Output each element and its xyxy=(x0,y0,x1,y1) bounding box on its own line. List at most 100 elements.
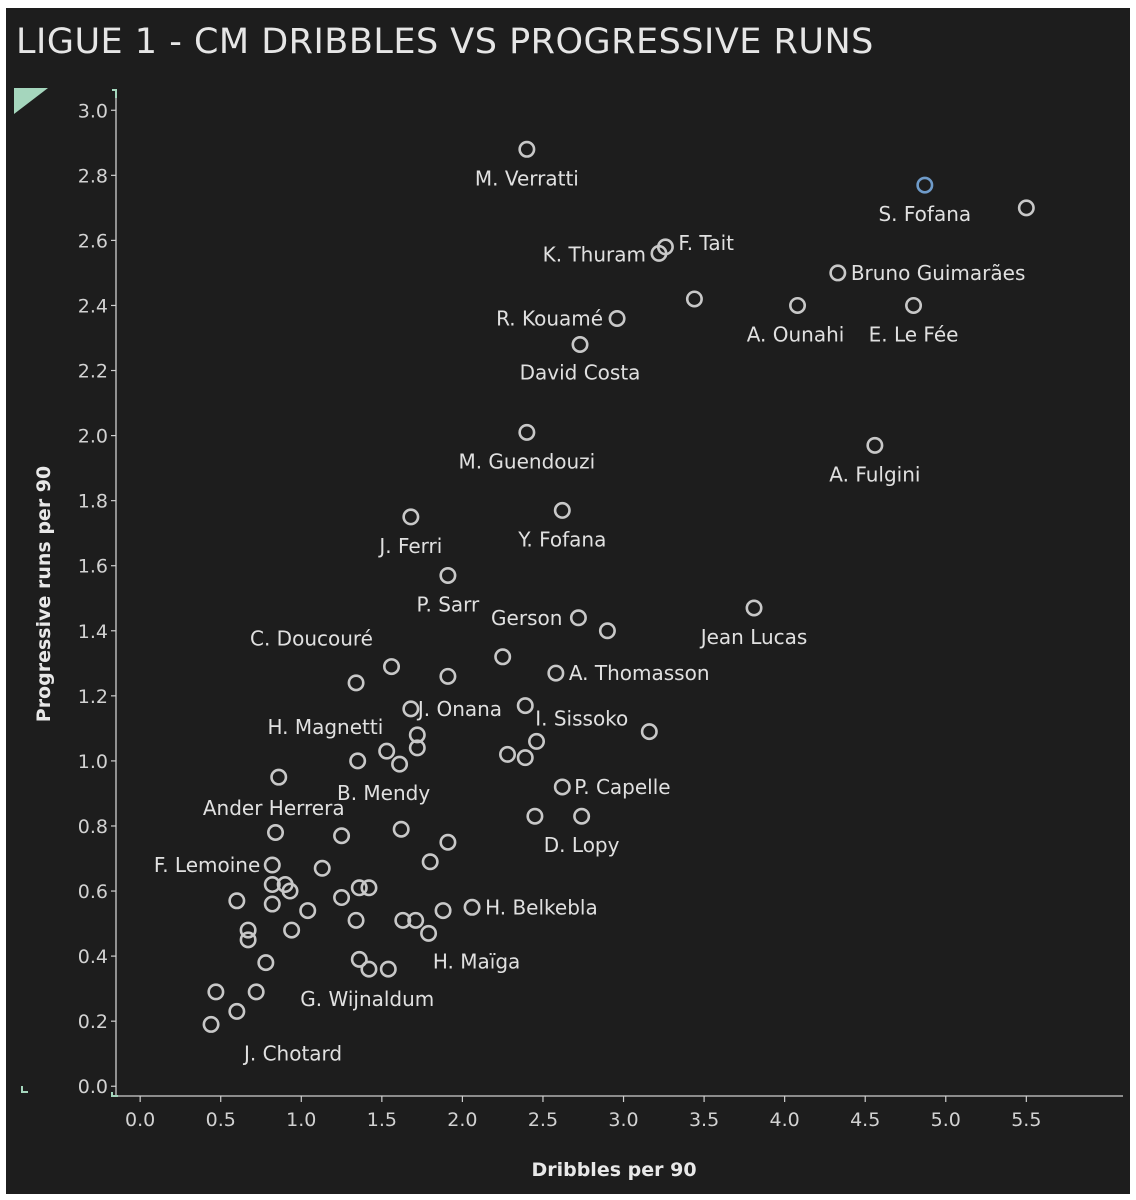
data-point[interactable] xyxy=(267,823,285,841)
data-point[interactable] xyxy=(421,853,439,871)
y-tick-label: 1.6 xyxy=(78,556,108,578)
data-point[interactable] xyxy=(516,749,534,767)
data-point[interactable] xyxy=(349,752,367,770)
y-tick-label: 2.0 xyxy=(78,426,108,448)
data-point[interactable] xyxy=(402,508,420,526)
data-point[interactable] xyxy=(394,911,412,929)
data-point[interactable] xyxy=(598,622,616,640)
data-point[interactable] xyxy=(360,879,378,897)
data-point[interactable] xyxy=(866,436,884,454)
data-point[interactable] xyxy=(905,296,923,314)
data-point[interactable] xyxy=(299,902,317,920)
y-tick-label: 0.0 xyxy=(78,1076,108,1098)
y-tick-label: 1.4 xyxy=(78,621,108,643)
data-point[interactable] xyxy=(434,902,452,920)
data-point[interactable] xyxy=(257,954,275,972)
y-tick-label: 0.2 xyxy=(78,1011,108,1033)
data-point[interactable] xyxy=(379,960,397,978)
point-label: Bruno Guimarães xyxy=(851,261,1026,285)
axis-corner-mark xyxy=(21,1086,28,1093)
point-label: P. Capelle xyxy=(574,775,670,799)
data-point[interactable] xyxy=(347,911,365,929)
data-point[interactable] xyxy=(239,931,257,949)
data-point[interactable] xyxy=(439,833,457,851)
data-point[interactable] xyxy=(1017,199,1035,217)
data-point[interactable] xyxy=(518,423,536,441)
point-label: E. Le Fée xyxy=(869,322,959,346)
point-label: Ander Herrera xyxy=(203,796,345,820)
data-point[interactable] xyxy=(333,827,351,845)
data-point[interactable] xyxy=(202,1015,220,1033)
y-tick-label: 0.4 xyxy=(78,946,108,968)
point-label: P. Sarr xyxy=(417,592,480,616)
data-point[interactable] xyxy=(228,892,246,910)
data-point[interactable] xyxy=(650,244,668,262)
data-point[interactable] xyxy=(553,778,571,796)
data-point[interactable] xyxy=(407,911,425,929)
data-point[interactable] xyxy=(571,335,589,353)
y-tick-label: 0.8 xyxy=(78,816,108,838)
data-point[interactable] xyxy=(391,755,409,773)
data-point[interactable] xyxy=(463,898,481,916)
data-point[interactable] xyxy=(518,140,536,158)
point-label: A. Thomasson xyxy=(569,661,710,685)
data-point[interactable] xyxy=(745,599,763,617)
data-point[interactable] xyxy=(829,264,847,282)
x-axis-title: Dribbles per 90 xyxy=(531,1159,696,1181)
data-point[interactable] xyxy=(239,921,257,939)
data-point[interactable] xyxy=(263,895,281,913)
data-point[interactable] xyxy=(499,745,517,763)
data-point[interactable] xyxy=(263,876,281,894)
data-point[interactable] xyxy=(207,983,225,1001)
data-point[interactable] xyxy=(263,856,281,874)
data-point[interactable] xyxy=(439,566,457,584)
point-label: G. Wijnaldum xyxy=(300,987,434,1011)
data-point[interactable] xyxy=(608,309,626,327)
point-label: S. Fofana xyxy=(878,202,971,226)
data-point[interactable] xyxy=(347,674,365,692)
data-point[interactable] xyxy=(283,921,301,939)
data-point[interactable] xyxy=(494,648,512,666)
data-point[interactable] xyxy=(516,697,534,715)
data-point[interactable] xyxy=(789,296,807,314)
point-label: H. Magnetti xyxy=(267,715,383,739)
data-point[interactable] xyxy=(420,924,438,942)
data-point[interactable] xyxy=(408,739,426,757)
data-point[interactable] xyxy=(916,176,934,194)
data-point[interactable] xyxy=(350,879,368,897)
data-point[interactable] xyxy=(383,658,401,676)
x-tick-label: 1.5 xyxy=(367,1109,397,1131)
data-point[interactable] xyxy=(526,807,544,825)
data-point[interactable] xyxy=(553,501,571,519)
data-point[interactable] xyxy=(408,726,426,744)
data-point[interactable] xyxy=(547,664,565,682)
x-tick-label: 5.0 xyxy=(931,1109,961,1131)
point-label: A. Ounahi xyxy=(747,322,845,346)
chart-frame: LIGUE 1 - CM DRIBBLES VS PROGRESSIVE RUN… xyxy=(6,8,1130,1194)
x-tick-label: 2.5 xyxy=(528,1109,558,1131)
x-tick-label: 4.5 xyxy=(850,1109,880,1131)
point-label: K. Thuram xyxy=(543,242,646,266)
data-point[interactable] xyxy=(402,700,420,718)
x-tick-label: 3.5 xyxy=(689,1109,719,1131)
point-label: Jean Lucas xyxy=(699,625,808,649)
data-point[interactable] xyxy=(640,723,658,741)
data-point[interactable] xyxy=(360,960,378,978)
data-point[interactable] xyxy=(528,732,546,750)
data-point[interactable] xyxy=(270,768,288,786)
data-point[interactable] xyxy=(350,950,368,968)
data-point[interactable] xyxy=(392,820,410,838)
data-point[interactable] xyxy=(228,1002,246,1020)
data-point[interactable] xyxy=(281,882,299,900)
y-tick-label: 1.8 xyxy=(78,491,108,513)
point-label: F. Tait xyxy=(678,231,734,255)
data-point[interactable] xyxy=(569,609,587,627)
data-point[interactable] xyxy=(685,290,703,308)
data-point[interactable] xyxy=(313,859,331,877)
data-point[interactable] xyxy=(573,807,591,825)
data-point[interactable] xyxy=(378,742,396,760)
data-point[interactable] xyxy=(333,889,351,907)
sheet-corner-icon[interactable] xyxy=(14,88,48,114)
data-point[interactable] xyxy=(439,667,457,685)
data-point[interactable] xyxy=(247,983,265,1001)
